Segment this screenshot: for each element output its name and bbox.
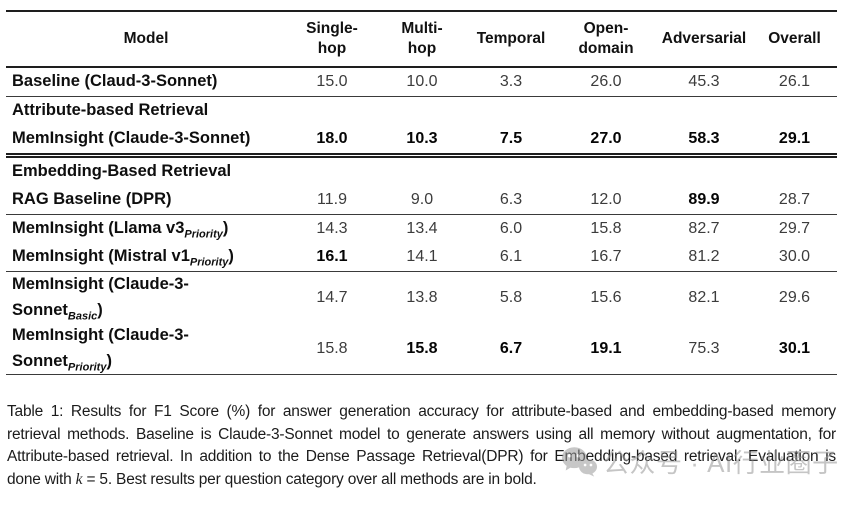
column-header-multi-hop: Multi-hop xyxy=(378,12,466,66)
value-cell: 10.0 xyxy=(406,73,438,90)
value-cell: 11.9 xyxy=(317,191,347,208)
model-cell: MemInsight (Claude-3- SonnetPriority) xyxy=(12,326,189,373)
column-header-label: Model xyxy=(123,30,169,48)
value-cell: 15.6 xyxy=(590,288,622,306)
value-cell: 6.7 xyxy=(499,339,523,357)
value-cell: 9.0 xyxy=(410,191,434,208)
column-header-open-domain: Open-domain xyxy=(556,12,656,66)
value-cell: 15.8 xyxy=(316,339,348,357)
value-cell: 6.3 xyxy=(499,191,523,208)
table-row: MemInsight (Claude-3-Sonnet) 18.0 10.3 7.5 2… xyxy=(6,125,837,158)
model-cell: Baseline (Claud-3-Sonnet) xyxy=(12,72,218,91)
value-cell: 6.1 xyxy=(499,248,523,265)
value-cell: 15.0 xyxy=(316,73,348,90)
value-cell: 29.7 xyxy=(778,220,811,237)
column-header-label: Single-hop xyxy=(306,20,358,57)
value-cell: 14.1 xyxy=(406,248,438,265)
model-cell: Attribute-based Retrieval xyxy=(12,101,209,120)
value-cell: 89.9 xyxy=(688,191,720,208)
column-header-single-hop: Single-hop xyxy=(286,12,378,66)
header-row: Model Single-hop Multi-hop Temporal Open… xyxy=(6,12,837,68)
value-cell: 29.1 xyxy=(778,130,811,147)
value-cell: 16.1 xyxy=(316,248,348,265)
value-cell: 75.3 xyxy=(688,339,720,357)
results-table: Model Single-hop Multi-hop Temporal Open… xyxy=(6,10,837,376)
table-row: RAG Baseline (DPR) 11.9 9.0 6.3 12.0 89.9 28.7 xyxy=(6,186,837,215)
value-cell: 3.3 xyxy=(499,73,523,90)
model-cell: MemInsight (Mistral v1Priority) xyxy=(12,247,234,269)
value-cell: 14.3 xyxy=(316,220,348,237)
caption-k-variable: k xyxy=(75,470,83,488)
table-row: Baseline (Claud-3-Sonnet) 15.0 10.0 3.3 26.0… xyxy=(6,68,837,97)
model-cell: MemInsight (Claude-3-Sonnet) xyxy=(12,129,251,148)
column-header-label: Temporal xyxy=(476,30,546,48)
value-cell: 13.8 xyxy=(406,288,438,306)
results-table-body: Baseline (Claud-3-Sonnet) 15.0 10.0 3.3 26.0… xyxy=(6,68,837,376)
value-cell: 26.1 xyxy=(778,73,811,90)
value-cell: 16.7 xyxy=(590,248,622,265)
value-cell: 58.3 xyxy=(688,130,720,147)
model-cell: RAG Baseline (DPR) xyxy=(12,190,172,209)
table-caption: Table 1: Results for F1 Score (%) for an… xyxy=(7,401,836,491)
value-cell: 30.1 xyxy=(778,339,811,357)
value-cell: 81.2 xyxy=(688,248,720,265)
value-cell: 28.7 xyxy=(778,191,811,208)
column-header-temporal: Temporal xyxy=(466,12,556,66)
value-cell: 19.1 xyxy=(590,339,622,357)
model-cell: Embedding-Based Retrieval xyxy=(12,162,232,181)
value-cell: 30.0 xyxy=(778,248,811,265)
value-cell: 82.7 xyxy=(688,220,720,237)
caption-text: Table 1: Results for F1 Score (%) for an… xyxy=(7,403,836,488)
model-cell: MemInsight (Llama v3Priority) xyxy=(12,219,229,241)
section-row: Embedding-Based Retrieval xyxy=(6,158,837,186)
value-cell: 15.8 xyxy=(590,220,622,237)
table-row: MemInsight (Claude-3- SonnetPriority) 15.8… xyxy=(6,323,837,376)
column-header-overall: Overall xyxy=(752,12,837,66)
table-row: MemInsight (Mistral v1Priority) 16.1 14.1 6… xyxy=(6,243,837,272)
value-cell: 27.0 xyxy=(590,130,622,147)
value-cell: 10.3 xyxy=(406,130,438,147)
column-header-label: Overall xyxy=(768,30,821,48)
value-cell: 13.4 xyxy=(406,220,438,237)
value-cell: 12.0 xyxy=(590,191,622,208)
column-header-adversarial: Adversarial xyxy=(656,12,752,66)
column-header-model: Model xyxy=(6,12,286,66)
column-header-label: Adversarial xyxy=(661,30,747,48)
value-cell: 45.3 xyxy=(688,73,720,90)
value-cell: 7.5 xyxy=(499,130,523,147)
value-cell: 6.0 xyxy=(499,220,523,237)
value-cell: 5.8 xyxy=(499,288,523,306)
value-cell: 18.0 xyxy=(316,130,348,147)
value-cell: 82.1 xyxy=(688,288,720,306)
column-header-label: Multi-hop xyxy=(401,20,443,57)
value-cell: 14.7 xyxy=(316,288,348,306)
table-row: MemInsight (Claude-3- SonnetBasic) 14.7 13.… xyxy=(6,272,837,323)
column-header-label: Open-domain xyxy=(578,20,634,57)
value-cell: 15.8 xyxy=(406,339,438,357)
table-row: MemInsight (Llama v3Priority) 14.3 13.4 6.0… xyxy=(6,215,837,243)
model-cell: MemInsight (Claude-3- SonnetBasic) xyxy=(12,275,189,322)
value-cell: 29.6 xyxy=(778,288,811,306)
value-cell: 26.0 xyxy=(590,73,622,90)
caption-text: = 5. Best results per question category … xyxy=(82,470,537,488)
section-row: Attribute-based Retrieval xyxy=(6,97,837,125)
